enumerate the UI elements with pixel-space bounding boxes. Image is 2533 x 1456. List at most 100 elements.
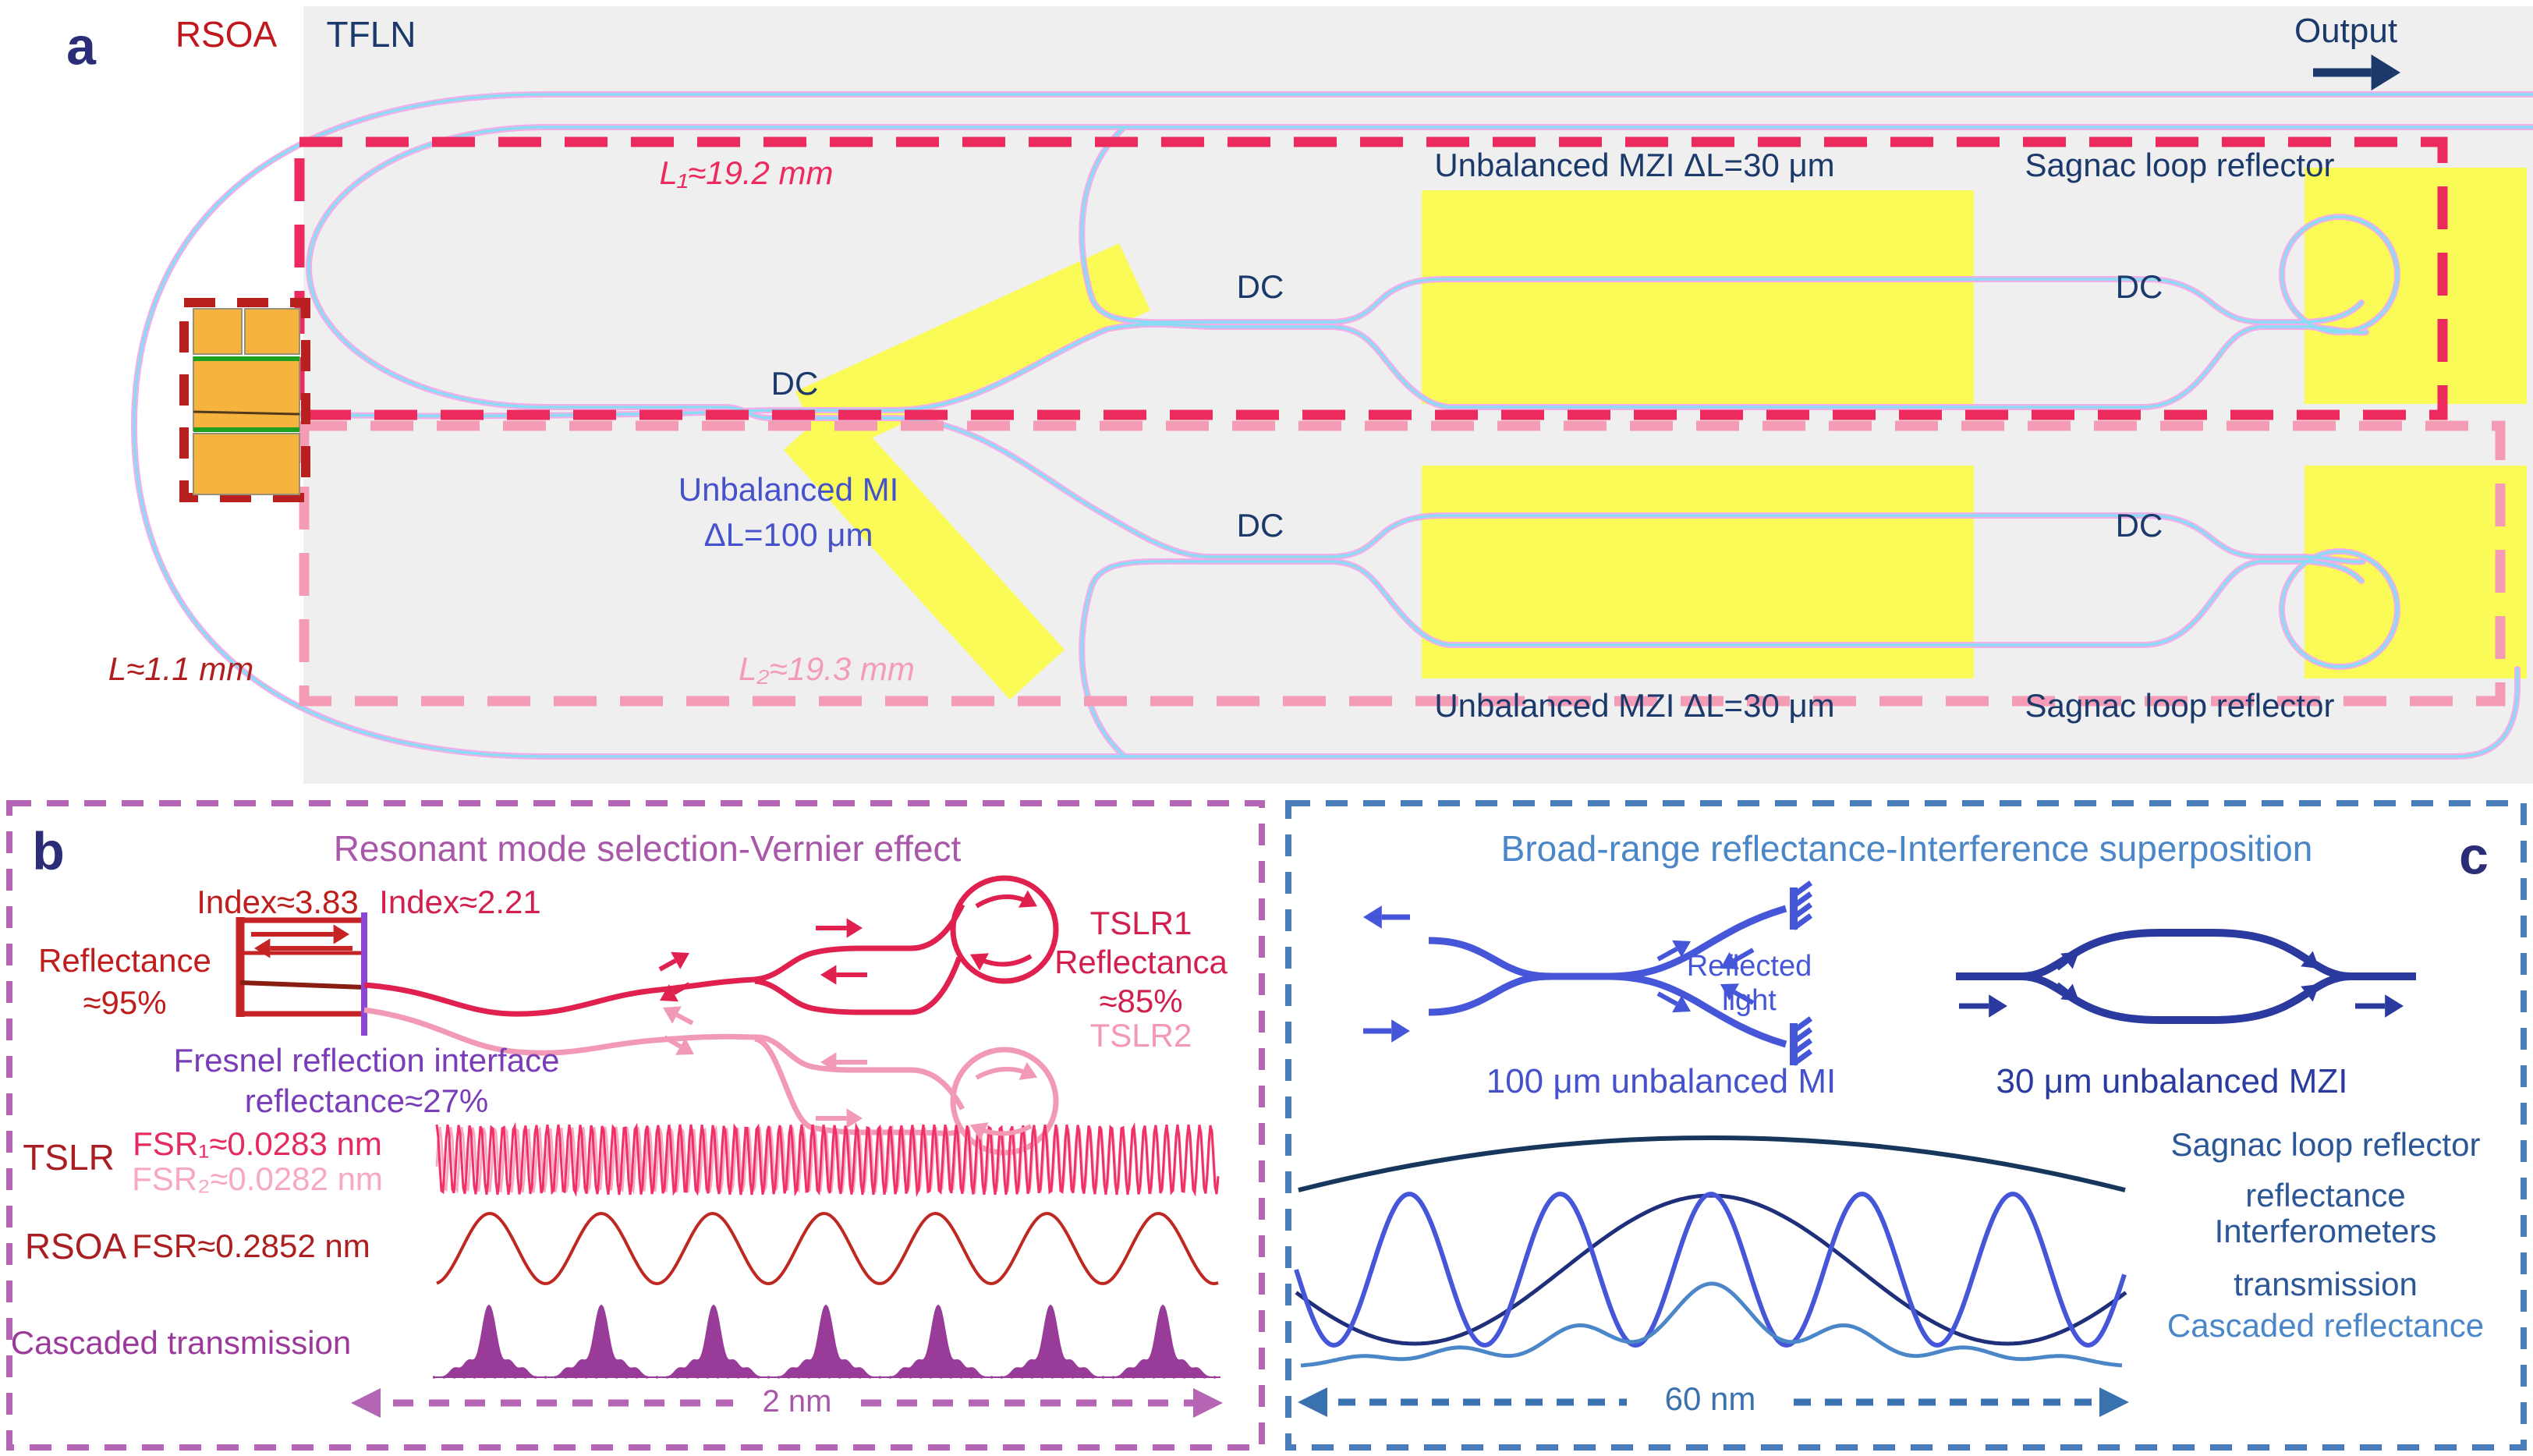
reflected-light-line1: Reflected — [1686, 950, 1812, 983]
fresnel-line1: Fresnel reflection interface — [173, 1041, 560, 1079]
sagnac-loop-lower — [2280, 550, 2399, 668]
rsoa-pad-top-right — [244, 308, 300, 355]
mi-mirrors — [1790, 880, 1813, 1066]
mzi-electrode-upper — [1422, 190, 1974, 404]
interferometers-line2: transmission — [2234, 1265, 2418, 1302]
mi-label-line2: ΔL=100 μm — [703, 515, 873, 553]
mzi-upper-top-arm — [1328, 278, 2308, 324]
mi-electrode-upper-arm — [795, 243, 1150, 459]
sagnac-lower-feed-b — [2305, 560, 2363, 583]
mi-upper-arm — [891, 323, 1331, 412]
sagnac-loop-upper — [2280, 215, 2399, 334]
sagnac-electrode-upper — [2304, 168, 2527, 404]
rsoa-gain-section — [193, 356, 300, 431]
output-label: Output — [2294, 11, 2398, 50]
mzi-top-label: Unbalanced MZI ΔL=30 μm — [1434, 146, 1835, 183]
mi-input-lower — [1428, 972, 1553, 1016]
cascaded-transmission-label: Cascaded transmission — [10, 1323, 352, 1361]
rsoa-label: RSOA — [175, 13, 278, 55]
dc-center-label: DC — [771, 364, 819, 402]
panel-b-border — [6, 800, 1265, 1451]
sagnac-reflectance-curve — [1298, 1135, 2126, 1192]
cavity-l2-outline — [299, 420, 2506, 707]
tslr-row-label: TSLR — [23, 1136, 115, 1178]
tslr-common-waveguide — [363, 976, 756, 1017]
hr-reflectance-line2: ≈95% — [83, 983, 167, 1021]
fresnel-line2: reflectance≈27% — [244, 1082, 489, 1119]
panel-c-title: Broad-range reflectance-Interference sup… — [1500, 827, 2313, 869]
tslr2-loop-arm-bottom — [753, 1036, 962, 1136]
central-dc-lower-line — [724, 406, 895, 420]
interferometers-line1: Interferometers — [2214, 1212, 2437, 1249]
tslr1-loop — [950, 875, 1059, 984]
rsoa-gain-line — [239, 980, 365, 990]
tslr1-sketch — [363, 875, 1059, 1017]
rsoa-gain-stripe — [193, 410, 300, 416]
mzi-bottom-label: Unbalanced MZI ΔL=30 μm — [1434, 686, 1835, 724]
tslr2-name-label: TSLR2 — [1089, 1016, 1192, 1054]
waveguides — [130, 91, 2533, 760]
sagnac-electrode-lower — [2304, 466, 2527, 678]
mzi-transmission-curve — [1295, 1193, 2127, 1346]
chip-length-label: L≈1.1 mm — [108, 650, 254, 687]
sagnac-bottom-label: Sagnac loop reflector — [2025, 686, 2335, 724]
panel-c-border — [1285, 800, 2527, 1451]
mi-mirror-upper-hatch — [1791, 880, 1813, 930]
rsoa-spectrum-curve — [436, 1211, 1219, 1286]
cascaded-reflectance-curve — [1300, 1281, 2123, 1368]
mzi-upper-bottom-arm — [1328, 325, 2308, 409]
sagnac-top-label: Sagnac loop reflector — [2025, 146, 2335, 183]
sagnac-upper-feed-a — [2305, 301, 2363, 324]
panel-b-title: Resonant mode selection-Vernier effect — [333, 827, 962, 869]
mi-sketch-label: 100 μm unbalanced MI — [1486, 1061, 1837, 1100]
cascaded-reflectance-label: Cascaded reflectance — [2166, 1306, 2485, 1344]
mzi-lower-top-arm — [1328, 514, 2308, 558]
tslr2-common-waveguide — [363, 1007, 756, 1056]
cavity-l2-length-label: L₂≈19.3 mm — [739, 650, 915, 687]
mzi-sketch-label: 30 μm unbalanced MZI — [1996, 1061, 2348, 1100]
index-tfln-label: Index≈2.21 — [379, 883, 541, 920]
mi-sketch — [1428, 905, 1787, 1048]
flow-arrows — [251, 54, 2404, 1141]
span-2nm-label: 2 nm — [762, 1384, 832, 1419]
mi-electrode-lower-arm — [784, 400, 1065, 700]
reflected-light-line2: light — [1722, 984, 1777, 1018]
fsr-rsoa-label: FSR≈0.2852 nm — [132, 1227, 370, 1264]
tslr1-loop-arm-top — [754, 903, 965, 983]
sagnac-reflectance-line1: Sagnac loop reflector — [2170, 1125, 2481, 1163]
rsoa-chip — [179, 298, 310, 502]
mi-arm-lower — [1606, 972, 1787, 1048]
rsoa-chip-frame — [179, 298, 310, 502]
dc-upper-left-label: DC — [1236, 267, 1284, 305]
mi-label-line1: Unbalanced MI — [678, 470, 899, 508]
panel-b-label: b — [32, 821, 65, 881]
mi-lower-arm — [891, 416, 1331, 558]
tslr1-reflectance-value: ≈85% — [1099, 982, 1183, 1019]
rsoa-cavity-sketch — [236, 912, 367, 1036]
span-2nm-arrowhead-right — [1193, 1388, 1223, 1418]
span-60nm-label: 60 nm — [1664, 1380, 1756, 1417]
dc-lower-right-label: DC — [2115, 506, 2163, 544]
dc-lower-left-label: DC — [1236, 506, 1284, 544]
sagnac-reflectance-line2: reflectance — [2245, 1176, 2406, 1213]
panel-c-label: c — [2459, 826, 2489, 886]
tslr2-loop-arm-top — [754, 1034, 965, 1111]
inner-uturn-waveguide — [307, 126, 727, 409]
index-rsoa-label: Index≈3.83 — [197, 883, 359, 920]
mi-arm-upper — [1606, 905, 1787, 980]
waveguide-geometry — [133, 93, 2533, 758]
tslr1-reflectance-word: Reflectanca — [1054, 943, 1228, 980]
tslr1-loop-arm-bottom — [754, 956, 962, 1015]
span-60nm-arrowhead-left — [1298, 1387, 1327, 1417]
rsoa-pad-bottom — [193, 433, 300, 495]
tfln-label: TFLN — [326, 13, 416, 55]
mi-transmission-curve — [1294, 1191, 2127, 1348]
fsr2-label: FSR₂≈0.0282 nm — [132, 1160, 383, 1197]
cavity-l1-length-label: L₁≈19.2 mm — [659, 154, 834, 191]
bottom-bus-waveguide — [544, 668, 2519, 758]
mi-mirror-lower-hatch — [1791, 1016, 1813, 1066]
rsoa-pad-top-left — [193, 308, 243, 355]
rsoa-row-label: RSOA — [24, 1225, 127, 1266]
tslr1-spectrum-curve — [435, 1121, 1220, 1198]
